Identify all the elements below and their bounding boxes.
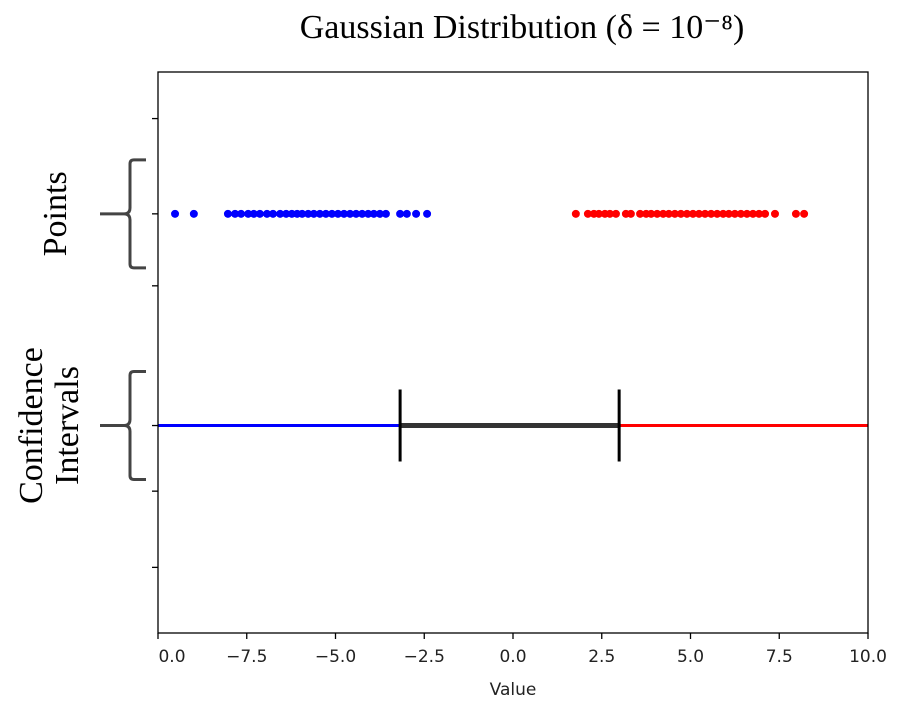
point [636,209,645,218]
x-axis-label: Value [490,680,537,700]
label-line: Confidence [13,347,50,504]
point [571,209,580,218]
point [707,209,716,218]
point [659,209,668,218]
point [315,209,324,218]
point [770,209,779,218]
point [244,209,253,218]
point [423,209,432,218]
point [402,209,411,218]
point [724,209,733,218]
point [755,209,764,218]
point [626,209,635,218]
point [309,209,318,218]
point [340,209,349,218]
point [670,209,679,218]
point [358,209,367,218]
point [701,209,710,218]
point [298,209,307,218]
point [364,209,373,218]
point [605,209,614,218]
x-tick-label: 10.0 [849,647,887,667]
point [269,209,278,218]
point [688,209,697,218]
brace [100,370,146,482]
x-tick-label: 5.0 [677,647,704,667]
point [412,209,421,218]
point [171,209,180,218]
point [346,209,355,218]
point [761,209,770,218]
x-tick-label: −2.5 [404,647,445,667]
point [713,209,722,218]
point [791,209,800,218]
chart-title: Gaussian Distribution (δ = 10⁻⁸) [300,9,745,46]
point [321,209,330,218]
point [664,209,673,218]
label-line: Intervals [49,366,86,485]
y-category-label: ConfidenceIntervals [13,347,86,504]
point [262,209,271,218]
point [583,209,592,218]
point [736,209,745,218]
point [249,209,258,218]
point [676,209,685,218]
point [276,209,285,218]
point [748,209,757,218]
x-tick-label: 0.0 [499,647,526,667]
point [611,209,620,218]
point [800,209,809,218]
point [719,209,728,218]
y-category-label: Points [37,171,74,256]
x-tick-label: 7.5 [766,647,793,667]
point [742,209,751,218]
point [352,209,361,218]
point [396,209,405,218]
point [682,209,691,218]
point [375,209,384,218]
point [333,209,342,218]
point [255,209,264,218]
point [730,209,739,218]
point [304,209,313,218]
x-tick-label: 0.0 [158,647,185,667]
point [594,209,603,218]
point [189,209,198,218]
point [282,209,291,218]
point [223,209,232,218]
x-tick-label: 2.5 [588,647,615,667]
point [653,209,662,218]
point [327,209,336,218]
point [231,209,240,218]
x-tick-label: −7.5 [226,647,267,667]
point [369,209,378,218]
plot-frame [157,71,869,634]
point [237,209,246,218]
point [695,209,704,218]
point [381,209,390,218]
x-tick-label: −5.0 [315,647,356,667]
brace [100,158,146,270]
point [647,209,656,218]
